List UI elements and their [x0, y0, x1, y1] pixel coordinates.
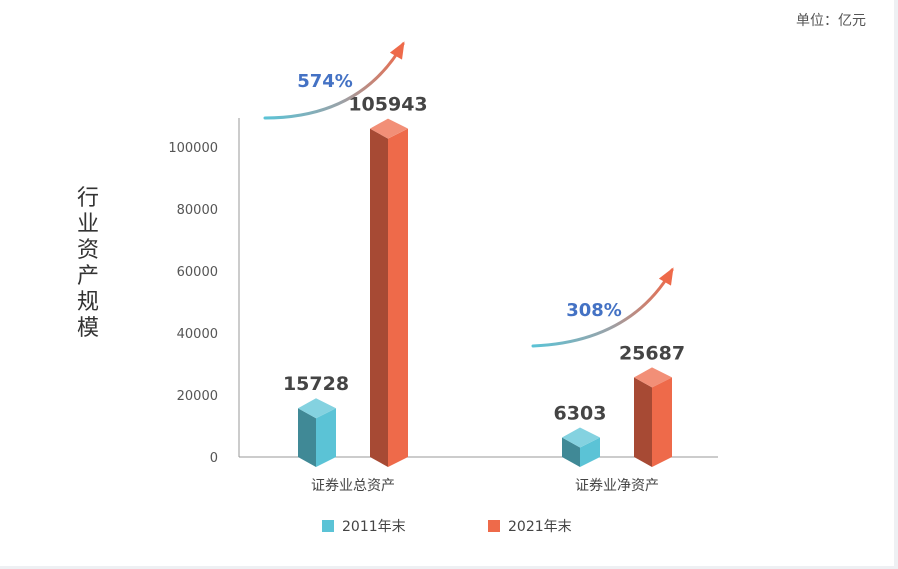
y-axis-title-char: 模 [77, 316, 99, 341]
bar [634, 367, 672, 467]
bar-side-face [388, 128, 408, 467]
y-axis-title-char: 行 [77, 186, 99, 211]
bar [298, 398, 336, 467]
bar-top-face [634, 367, 672, 388]
bar-top-face [562, 427, 600, 448]
x-tick-label: 证券业总资产 [311, 478, 395, 494]
bar-front-face [634, 377, 652, 467]
bar-top-face [298, 398, 336, 419]
data-label: 25687 [619, 342, 685, 364]
y-tick-label: 40000 [177, 327, 218, 342]
bar-top-face [370, 118, 408, 139]
y-tick-label: 80000 [177, 203, 218, 218]
legend-swatch [488, 520, 500, 532]
y-axis-title-char: 规 [77, 290, 99, 315]
growth-label: 308% [566, 300, 622, 321]
bar-side-face [580, 437, 600, 467]
growth-label: 574% [297, 71, 353, 92]
data-label: 105943 [348, 94, 427, 116]
data-label: 6303 [554, 402, 607, 424]
legend-label: 2021年末 [508, 519, 572, 535]
data-label: 15728 [283, 373, 349, 395]
y-tick-label: 20000 [177, 389, 218, 404]
y-tick-label: 100000 [168, 141, 218, 156]
growth-arrow-line [263, 42, 405, 120]
bar-side-face [652, 377, 672, 467]
bar [370, 118, 408, 467]
y-axis-title-char: 资 [77, 238, 99, 263]
y-tick-label: 0 [210, 451, 218, 466]
x-tick-label: 证券业净资产 [575, 478, 659, 494]
unit-label: 单位：亿元 [796, 13, 866, 29]
y-tick-label: 60000 [177, 265, 218, 280]
legend-swatch [322, 520, 334, 532]
bar-front-face [562, 437, 580, 467]
growth-arrow-line [531, 268, 674, 348]
bar-front-face [370, 128, 388, 467]
growth-arrow-head [389, 41, 405, 60]
growth-arrow-head [658, 267, 674, 286]
y-axis-title-char: 产 [77, 264, 99, 289]
bar-front-face [298, 408, 316, 467]
legend-label: 2011年末 [342, 519, 406, 535]
bar-side-face [316, 408, 336, 467]
bar [562, 427, 600, 467]
y-axis-title-char: 业 [77, 212, 99, 237]
